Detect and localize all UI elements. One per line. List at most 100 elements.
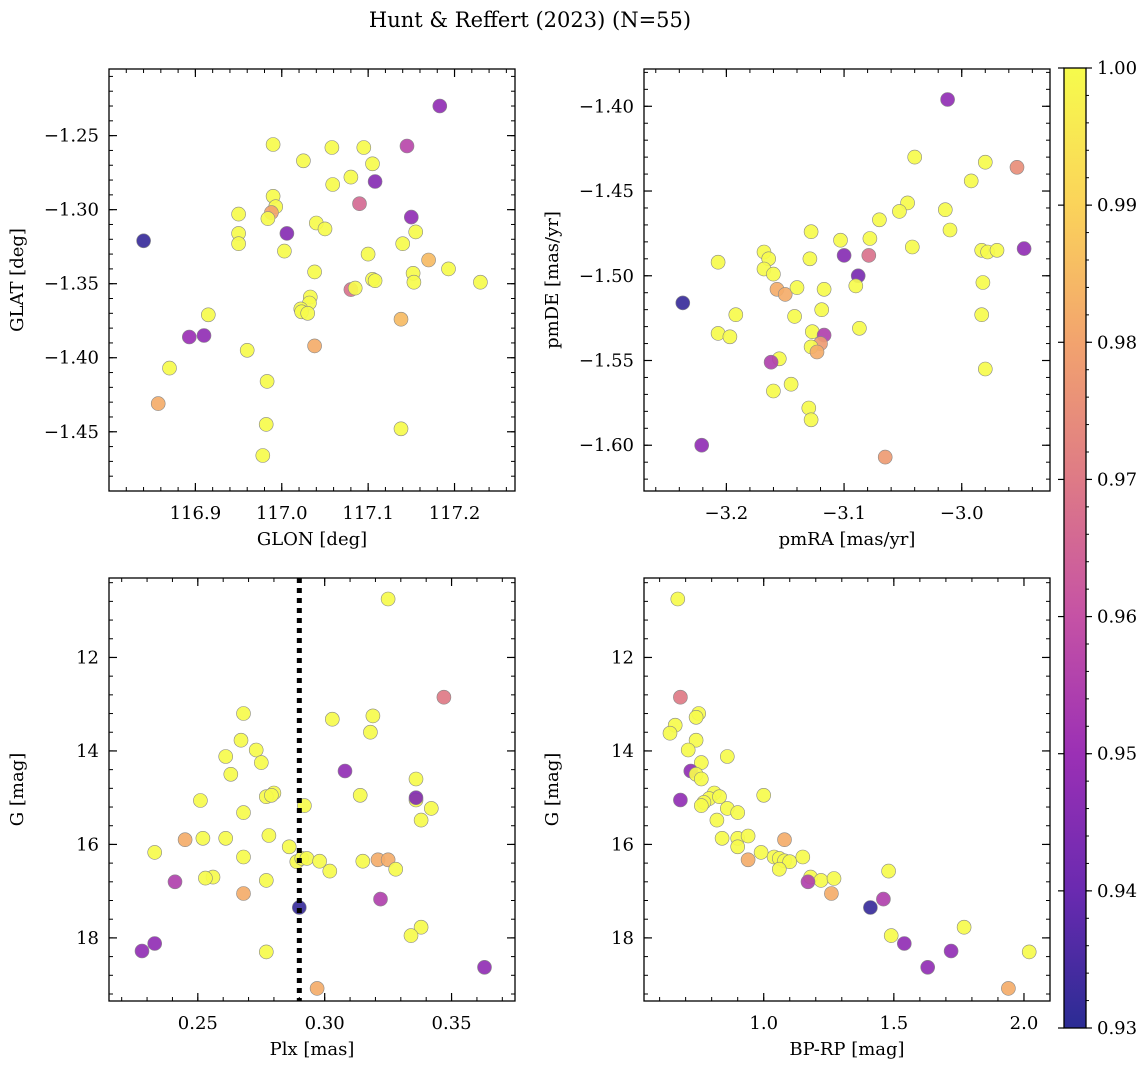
points-bprp-g xyxy=(662,591,1037,996)
scatter-point xyxy=(233,732,249,748)
scatter-point xyxy=(709,812,725,828)
scatter-point xyxy=(403,209,419,225)
scatter-point xyxy=(408,224,424,240)
scatter-point xyxy=(352,196,367,211)
x-tick-label: 0.35 xyxy=(432,1013,472,1034)
scatter-point xyxy=(907,149,923,165)
scatter-point xyxy=(406,274,422,290)
x-axis-label: Plx [mas] xyxy=(270,1039,355,1060)
scatter-point xyxy=(413,812,429,828)
scatter-point xyxy=(236,886,251,901)
axes-frame xyxy=(108,68,516,492)
scatter-point xyxy=(1016,241,1032,256)
scatter-point xyxy=(193,793,208,808)
scatter-point xyxy=(395,236,411,251)
scatter-point xyxy=(803,412,819,428)
scatter-point xyxy=(963,173,979,189)
scatter-point xyxy=(904,239,920,255)
axes-frame xyxy=(643,577,1051,1002)
scatter-point xyxy=(728,307,744,323)
scatter-point xyxy=(195,830,211,846)
scatter-point xyxy=(722,329,738,345)
scatter-point xyxy=(977,154,993,170)
y-tick-label: −1.30 xyxy=(44,200,99,221)
scatter-point xyxy=(714,830,730,846)
y-tick-label: −1.35 xyxy=(44,274,99,295)
scatter-point xyxy=(942,222,958,238)
colorbar-tick-label: 0.99 xyxy=(1097,195,1137,216)
scatter-point xyxy=(373,891,388,907)
scatter-point xyxy=(299,851,315,866)
x-tick-label: −3.1 xyxy=(822,503,866,524)
scatter-point xyxy=(441,261,456,277)
scatter-point xyxy=(892,204,907,219)
scatter-point xyxy=(300,305,316,321)
scatter-point xyxy=(833,232,848,248)
y-tick-label: −1.60 xyxy=(579,435,634,456)
y-tick-label: 14 xyxy=(76,741,99,762)
points-pmra-pmde xyxy=(675,92,1032,465)
scatter-point xyxy=(408,771,424,787)
y-tick-label: −1.45 xyxy=(579,181,634,202)
scatter-point xyxy=(337,763,353,779)
scatter-point xyxy=(813,873,829,888)
scatter-point xyxy=(388,861,404,877)
scatter-point xyxy=(688,732,704,748)
scatter-point xyxy=(150,396,166,411)
scatter-point xyxy=(473,274,488,290)
scatter-point xyxy=(673,689,688,705)
axes-frame xyxy=(108,577,516,1002)
scatter-point xyxy=(413,919,429,935)
scatter-point xyxy=(147,936,162,951)
scatter-point xyxy=(248,742,264,758)
scatter-point xyxy=(255,448,271,463)
scatter-point xyxy=(365,708,381,724)
y-tick-label: 12 xyxy=(76,647,99,668)
scatter-point xyxy=(680,742,696,758)
scatter-point xyxy=(259,374,275,389)
scatter-point xyxy=(236,805,251,820)
scatter-point xyxy=(766,266,781,282)
y-tick-label: 16 xyxy=(611,834,634,855)
scatter-point xyxy=(782,854,798,870)
scatter-point xyxy=(881,863,896,879)
scatter-point xyxy=(239,342,255,358)
scatter-point xyxy=(977,361,993,377)
scatter-point xyxy=(253,755,269,770)
scatter-point xyxy=(477,959,492,975)
x-tick-label: 116.9 xyxy=(170,503,222,524)
x-tick-label: 0.25 xyxy=(178,1013,218,1034)
scatter-point xyxy=(814,302,830,318)
scatter-point xyxy=(783,376,799,392)
y-tick-label: 16 xyxy=(76,834,99,855)
y-tick-label: −1.40 xyxy=(44,348,99,369)
scatter-point xyxy=(343,169,359,185)
colorbar-tick-label: 0.93 xyxy=(1097,1018,1137,1039)
scatter-point xyxy=(307,338,322,354)
scatter-point xyxy=(809,344,825,360)
x-axis-label: BP-RP [mag] xyxy=(789,1039,904,1060)
y-axis-label: GLAT [deg] xyxy=(7,228,28,332)
scatter-point xyxy=(322,863,338,879)
x-tick-label: 1.0 xyxy=(749,1013,778,1034)
scatter-point xyxy=(789,280,805,295)
scatter-point xyxy=(347,280,363,296)
x-tick-label: 117.2 xyxy=(429,503,481,524)
scatter-point xyxy=(863,900,878,915)
scatter-point xyxy=(802,251,818,267)
scatter-point xyxy=(800,874,816,890)
scatter-point xyxy=(393,421,409,437)
y-tick-label: −1.50 xyxy=(579,266,634,287)
scatter-point xyxy=(198,870,213,886)
scatter-point xyxy=(309,981,325,996)
points-glon-glat xyxy=(136,98,488,463)
scatter-point xyxy=(296,153,311,169)
scatter-point xyxy=(974,307,990,323)
scatter-point xyxy=(766,383,781,399)
scatter-point xyxy=(147,845,162,860)
scatter-point xyxy=(872,212,887,228)
y-tick-label: −1.40 xyxy=(579,96,634,117)
colorbar-tick-label: 0.98 xyxy=(1097,332,1137,353)
scatter-point xyxy=(662,725,678,741)
